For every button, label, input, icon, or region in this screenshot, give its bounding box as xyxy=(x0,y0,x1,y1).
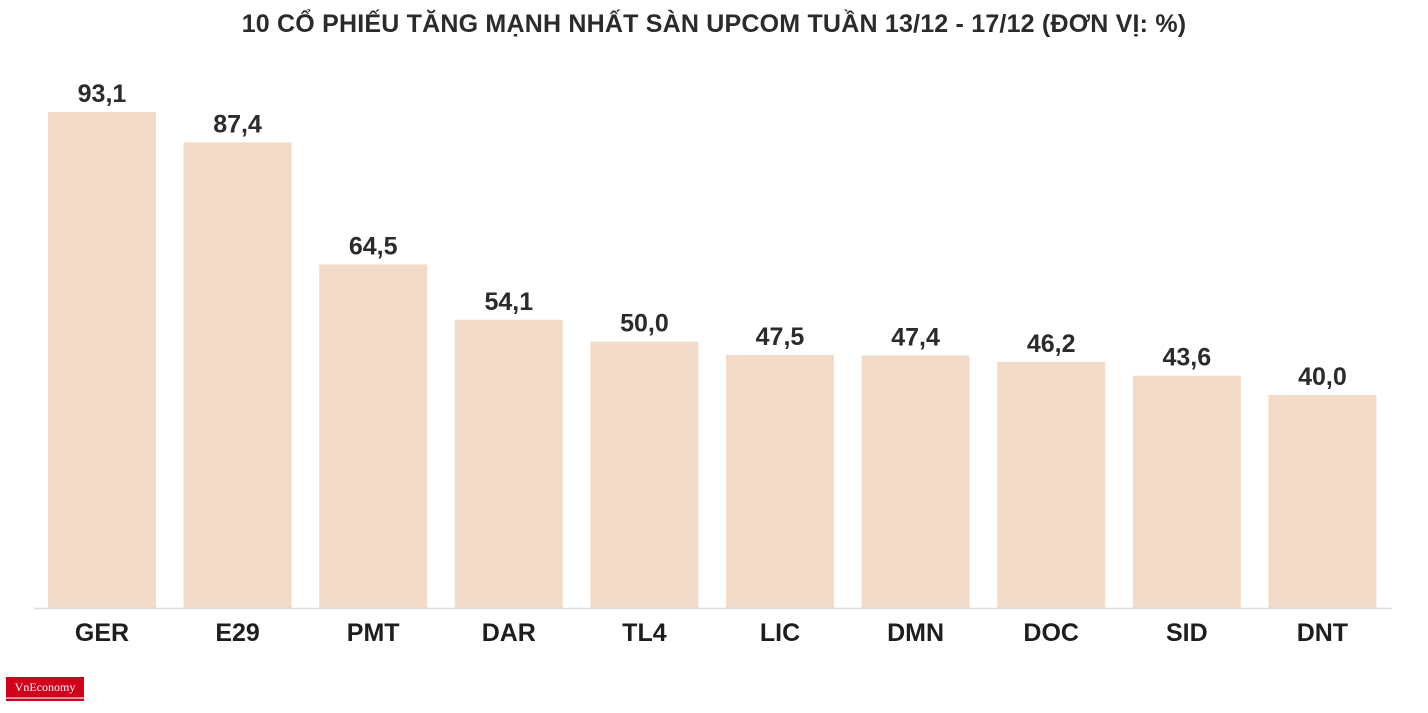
value-label-e29: 87,4 xyxy=(213,110,262,138)
value-label-dnt: 40,0 xyxy=(1298,363,1347,391)
bar-doc xyxy=(997,361,1106,608)
bar-tl4 xyxy=(590,341,699,608)
category-label-doc: DOC xyxy=(1023,619,1079,647)
category-label-dar: DAR xyxy=(482,619,536,647)
bar-ger xyxy=(48,112,156,608)
category-label-tl4: TL4 xyxy=(622,619,667,647)
category-label-ger: GER xyxy=(75,619,129,647)
value-label-sid: 43,6 xyxy=(1162,344,1211,372)
value-label-pmt: 64,5 xyxy=(349,232,398,260)
value-label-tl4: 50,0 xyxy=(620,310,669,338)
category-label-sid: SID xyxy=(1166,619,1208,647)
bar-pmt xyxy=(319,264,428,608)
bar-dnt xyxy=(1268,394,1377,608)
bar-dar xyxy=(454,319,563,608)
bar-lic xyxy=(726,354,834,608)
vneconomy-logo: VnEconomy xyxy=(6,677,84,701)
value-label-ger: 93,1 xyxy=(78,80,127,108)
category-label-dnt: DNT xyxy=(1297,619,1348,647)
value-label-dar: 54,1 xyxy=(484,288,533,316)
category-label-lic: LIC xyxy=(760,619,800,647)
value-label-doc: 46,2 xyxy=(1027,330,1076,358)
value-label-lic: 47,5 xyxy=(756,323,805,351)
bar-e29 xyxy=(183,142,292,608)
logo-subline xyxy=(6,697,84,699)
value-label-dmn: 47,4 xyxy=(891,324,940,352)
bar-sid xyxy=(1132,375,1241,608)
category-label-pmt: PMT xyxy=(347,619,400,647)
category-label-e29: E29 xyxy=(215,619,259,647)
category-label-dmn: DMN xyxy=(887,619,944,647)
bar-dmn xyxy=(861,355,970,608)
chart-title: 10 CỔ PHIẾU TĂNG MẠNH NHẤT SÀN UPCOM TUẦ… xyxy=(241,10,1187,38)
logo-text: VnEconomy xyxy=(14,680,76,694)
